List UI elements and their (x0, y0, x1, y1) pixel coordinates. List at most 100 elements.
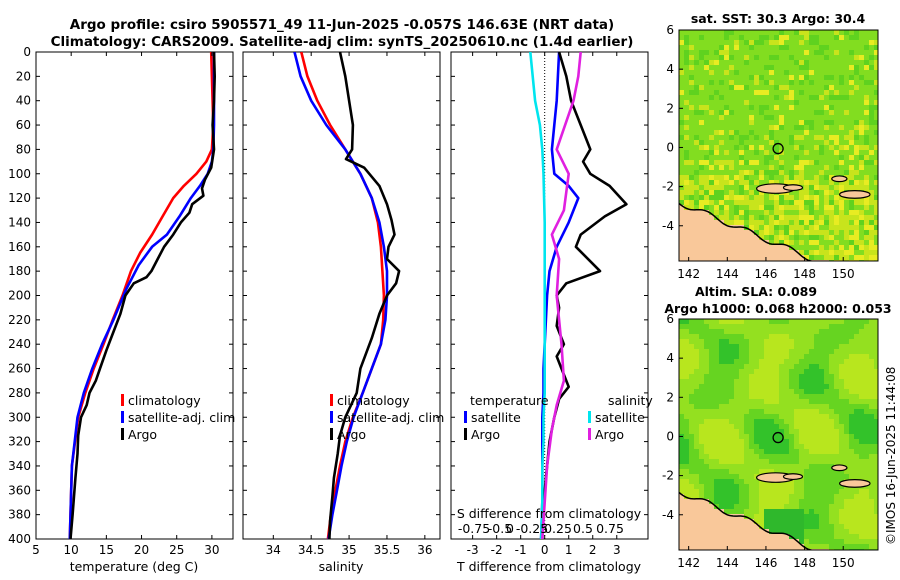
map-cell (724, 120, 729, 125)
map-cell (864, 464, 869, 469)
map-cell (834, 170, 839, 175)
map-cell (749, 70, 754, 75)
map-cell (709, 50, 714, 55)
map-cell (699, 334, 704, 339)
map-cell (704, 334, 709, 339)
map-cell (819, 115, 824, 120)
map-cell (679, 35, 684, 40)
map-cell (784, 135, 789, 140)
map-cell (739, 349, 744, 354)
map-cell (779, 319, 784, 324)
map-cell (804, 40, 809, 45)
map-cell (709, 185, 714, 190)
map-cell (824, 225, 829, 230)
map-cell (754, 155, 759, 160)
map-cell (739, 130, 744, 135)
map-cell (809, 160, 814, 165)
map-cell (749, 185, 754, 190)
map-cell (849, 210, 854, 215)
map-cell (874, 100, 878, 105)
map-cell (699, 439, 704, 444)
map-cell (694, 75, 699, 80)
map-cell (714, 414, 719, 419)
map-cell (829, 504, 834, 509)
map-cell (849, 90, 854, 95)
map-cell (819, 534, 824, 539)
map-cell (744, 489, 749, 494)
map-cell (809, 384, 814, 389)
map-cell (734, 389, 739, 394)
map-cell (809, 484, 814, 489)
map-cell (799, 200, 804, 205)
map-cell (714, 90, 719, 95)
map-cell (844, 110, 849, 115)
map-cell (819, 190, 824, 195)
map-cell (764, 379, 769, 384)
map-cell (854, 539, 859, 544)
map-cell (804, 484, 809, 489)
map-cell (784, 100, 789, 105)
map-cell (704, 329, 709, 334)
map-cell (844, 240, 849, 245)
map-cell (839, 344, 844, 349)
map-cell (679, 319, 684, 324)
map-cell (759, 344, 764, 349)
x-tick-label: 5 (32, 543, 40, 557)
map-cell (804, 65, 809, 70)
map-cell (694, 519, 699, 524)
map-cell (859, 359, 864, 364)
map-cell (699, 150, 704, 155)
map-cell (779, 230, 784, 235)
map-cell (764, 105, 769, 110)
map-cell (694, 344, 699, 349)
map-cell (799, 509, 804, 514)
map-cell (744, 45, 749, 50)
map-cell (699, 519, 704, 524)
map-cell (794, 100, 799, 105)
map-cell (769, 255, 774, 260)
map-cell (719, 349, 724, 354)
map-cell (684, 215, 689, 220)
x-tick-label: 25 (169, 543, 184, 557)
map-cell (774, 484, 779, 489)
map-cell (704, 454, 709, 459)
map-cell (689, 175, 694, 180)
map-cell (684, 140, 689, 145)
legend-label-s-argo: Argo (595, 427, 624, 442)
map-cell (779, 70, 784, 75)
map-cell (829, 409, 834, 414)
map-cell (774, 110, 779, 115)
map-cell (804, 529, 809, 534)
map-cell (844, 140, 849, 145)
map-cell (839, 220, 844, 225)
map-cell (724, 55, 729, 60)
map-cell (679, 324, 684, 329)
map-cell (744, 50, 749, 55)
map-cell (834, 100, 839, 105)
map-cell (759, 369, 764, 374)
map-cell (834, 210, 839, 215)
map-cell (854, 85, 859, 90)
map-cell (764, 165, 769, 170)
map-cell (849, 205, 854, 210)
map-cell (799, 105, 804, 110)
map-cell (684, 389, 689, 394)
map-cell (704, 70, 709, 75)
map-cell (829, 459, 834, 464)
map-cell (729, 494, 734, 499)
map-cell (799, 494, 804, 499)
map-cell (804, 534, 809, 539)
map-cell (869, 419, 874, 424)
map-cell (804, 35, 809, 40)
map-cell (754, 444, 759, 449)
map-cell (804, 30, 809, 35)
map-cell (874, 434, 878, 439)
map-cell (724, 200, 729, 205)
map-cell (754, 409, 759, 414)
map-cell (794, 469, 799, 474)
map-cell (804, 444, 809, 449)
map-cell (819, 195, 824, 200)
map-cell (694, 255, 699, 260)
map-cell (719, 534, 724, 539)
map-cell (679, 210, 684, 215)
